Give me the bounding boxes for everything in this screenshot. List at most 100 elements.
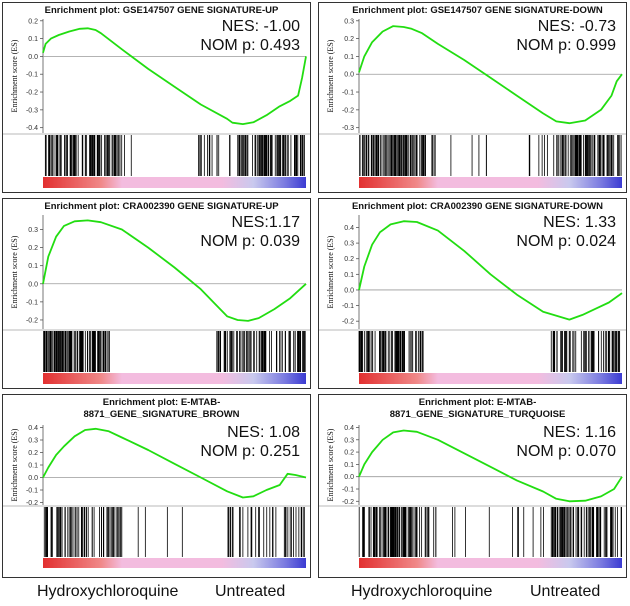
y-tick-label: 0.1: [28, 36, 38, 43]
y-tick-label: -0.3: [26, 107, 38, 114]
enrichment-curve: [42, 219, 307, 322]
left-phenotype-positive-label: Hydroxychloroquine: [37, 583, 179, 600]
nominal-p-value: NOM p: 0.039: [200, 233, 300, 250]
chart-svg: Enrichment plot: GSE147507 GENE SIGNATUR…: [319, 5, 626, 188]
y-tick-label: 0.2: [28, 450, 38, 457]
y-tick-label: -0.2: [26, 500, 38, 507]
enrichment-panel-emtab8871-brown: Enrichment plot: E-MTAB- 8871_GENE_SIGNAT…: [2, 394, 311, 578]
enrichment-curve: [358, 25, 623, 125]
right-phenotype-positive-label: Hydroxychloroquine: [351, 583, 493, 600]
y-tick-label: 0.3: [344, 437, 354, 444]
ranked-list-color-bar: [359, 177, 622, 188]
y-axis-label: Enrichment score (ES): [326, 428, 335, 501]
nominal-p-value: NOM p: 0.024: [516, 233, 616, 250]
y-tick-label: 0.4: [28, 425, 38, 432]
y-axis-label: Enrichment score (ES): [10, 428, 19, 501]
y-tick-label: 0.1: [344, 54, 354, 61]
y-tick-label: -0.1: [342, 303, 354, 310]
hit-marks: [44, 135, 305, 176]
hit-marks: [358, 507, 622, 557]
y-tick-label: 0.2: [28, 18, 38, 25]
nominal-p-value: NOM p: 0.251: [200, 443, 300, 460]
nominal-p-value: NOM p: 0.999: [516, 37, 616, 54]
y-tick-label: -0.2: [342, 499, 354, 506]
y-tick-label: 0.3: [344, 18, 354, 25]
nes-value: NES: 1.33: [543, 214, 616, 231]
chart-svg: Enrichment plot: E-MTAB-8871_GENE_SIGNAT…: [319, 397, 626, 568]
nes-value: NES:1.17: [232, 214, 301, 231]
chart-title-line: Enrichment plot: E-MTAB-: [419, 397, 537, 408]
enrichment-panel-cra002390-down: Enrichment plot: CRA002390 GENE SIGNATUR…: [318, 198, 627, 389]
y-tick-label: -0.3: [342, 125, 354, 132]
enrichment-curve: [358, 429, 623, 503]
chart-title-line: Enrichment plot: E-MTAB-: [103, 397, 221, 408]
hit-marks: [359, 135, 622, 176]
enrichment-curve: [42, 427, 307, 499]
y-tick-label: -0.1: [26, 72, 38, 79]
right-phenotype-negative-label: Untreated: [530, 583, 601, 600]
y-tick-label: -0.2: [26, 90, 38, 97]
enrichment-panel-emtab8871-turquoise: Enrichment plot: E-MTAB- 8871_GENE_SIGNAT…: [318, 394, 627, 578]
y-tick-label: 0.4: [344, 225, 354, 232]
y-tick-label: 0.2: [344, 256, 354, 263]
nes-value: NES: 1.08: [227, 424, 300, 441]
y-tick-label: -0.1: [342, 487, 354, 494]
hit-marks: [43, 507, 305, 557]
chart-title-line: Enrichment plot: GSE147507 GENE SIGNATUR…: [352, 5, 603, 16]
chart-svg: Enrichment plot: CRA002390 GENE SIGNATUR…: [3, 201, 310, 384]
y-tick-label: 0.3: [344, 241, 354, 248]
y-tick-label: -0.1: [342, 90, 354, 97]
y-axis-label: Enrichment score (ES): [326, 39, 335, 112]
y-tick-label: -0.2: [342, 107, 354, 114]
chart-title-line: Enrichment plot: CRA002390 GENE SIGNATUR…: [352, 201, 603, 212]
y-tick-label: 0.0: [28, 54, 38, 61]
ranked-list-color-bar: [43, 373, 306, 384]
enrichment-curve: [358, 220, 623, 321]
y-tick-label: 0.1: [28, 263, 38, 270]
y-tick-label: 0.0: [28, 475, 38, 482]
ranked-list-color-bar: [43, 177, 306, 188]
y-tick-label: 0.4: [344, 425, 354, 432]
nominal-p-value: NOM p: 0.070: [516, 443, 616, 460]
ranked-list-color-bar: [43, 558, 306, 568]
enrichment-curve: [42, 27, 307, 125]
y-tick-label: -0.1: [26, 488, 38, 495]
y-tick-label: 0.3: [28, 227, 38, 234]
y-tick-label: 0.2: [28, 245, 38, 252]
y-tick-label: -0.1: [26, 299, 38, 306]
nes-value: NES: -0.73: [538, 18, 616, 35]
y-tick-label: 0.3: [28, 438, 38, 445]
enrichment-panel-cra002390-up: Enrichment plot: CRA002390 GENE SIGNATUR…: [2, 198, 311, 389]
y-tick-label: 0.0: [28, 281, 38, 288]
chart-svg: Enrichment plot: GSE147507 GENE SIGNATUR…: [3, 5, 310, 188]
y-tick-label: -0.4: [26, 125, 38, 132]
y-tick-label: 0.0: [344, 287, 354, 294]
y-axis-label: Enrichment score (ES): [10, 235, 19, 308]
enrichment-panel-gse147507-down: Enrichment plot: GSE147507 GENE SIGNATUR…: [318, 2, 627, 193]
y-tick-label: 0.2: [344, 450, 354, 457]
y-tick-label: 0.1: [28, 463, 38, 470]
left-phenotype-negative-label: Untreated: [215, 583, 286, 600]
ranked-list-color-bar: [359, 558, 622, 568]
y-tick-label: -0.2: [342, 319, 354, 326]
chart-svg: Enrichment plot: E-MTAB-8871_GENE_SIGNAT…: [3, 397, 310, 568]
hit-marks: [358, 331, 621, 372]
hit-marks: [43, 331, 306, 372]
chart-title-line: Enrichment plot: CRA002390 GENE SIGNATUR…: [44, 201, 279, 212]
ranked-list-color-bar: [359, 373, 622, 384]
y-tick-label: -0.2: [26, 317, 38, 324]
y-axis-label: Enrichment score (ES): [326, 235, 335, 308]
y-tick-label: 0.1: [344, 272, 354, 279]
nes-value: NES: -1.00: [222, 18, 300, 35]
chart-title-line: 8871_GENE_SIGNATURE_BROWN: [83, 409, 239, 420]
y-axis-label: Enrichment score (ES): [10, 39, 19, 112]
nominal-p-value: NOM p: 0.493: [200, 37, 300, 54]
y-tick-label: 0.0: [344, 474, 354, 481]
nes-value: NES: 1.16: [543, 424, 616, 441]
chart-title-line: 8871_GENE_SIGNATURE_TURQUOISE: [390, 409, 566, 420]
y-tick-label: 0.2: [344, 36, 354, 43]
y-tick-label: 0.0: [344, 72, 354, 79]
chart-svg: Enrichment plot: CRA002390 GENE SIGNATUR…: [319, 201, 626, 384]
enrichment-panel-gse147507-up: Enrichment plot: GSE147507 GENE SIGNATUR…: [2, 2, 311, 193]
y-tick-label: 0.1: [344, 462, 354, 469]
